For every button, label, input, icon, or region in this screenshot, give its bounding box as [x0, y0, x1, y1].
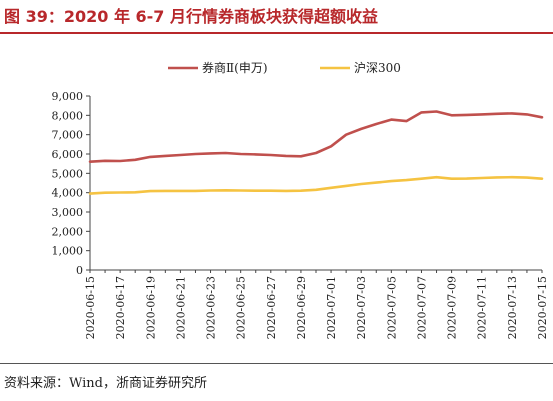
- x-tick-label: 2020-07-05: [385, 276, 398, 339]
- x-tick-label: 2020-07-03: [355, 276, 368, 339]
- y-tick-label: 4,000: [52, 187, 84, 200]
- x-tick-label: 2020-06-17: [114, 276, 127, 339]
- x-tick-label: 2020-07-15: [536, 276, 549, 339]
- y-tick-label: 8,000: [52, 109, 84, 122]
- x-tick-label: 2020-07-11: [476, 276, 489, 339]
- x-tick-label: 2020-06-23: [205, 276, 218, 339]
- x-tick-label: 2020-06-19: [144, 276, 157, 339]
- title-rule: [0, 32, 553, 34]
- y-tick-label: 2,000: [52, 225, 84, 238]
- x-tick-label: 2020-06-27: [265, 276, 278, 339]
- legend-label-2: 沪深300: [354, 61, 401, 75]
- y-tick-label: 9,000: [52, 90, 84, 103]
- x-tick-label: 2020-06-15: [84, 276, 97, 339]
- chart-legend: 券商Ⅱ(申万) 沪深300: [168, 60, 401, 75]
- y-tick-label: 7,000: [52, 129, 84, 142]
- x-tick-label: 2020-06-21: [174, 276, 187, 339]
- series-line-1: [88, 110, 544, 163]
- x-tick-label: 2020-07-07: [415, 276, 428, 339]
- y-tick-label: 0: [76, 264, 83, 277]
- x-tick-label: 2020-07-09: [446, 276, 459, 339]
- x-axis: 2020-06-15 2020-06-17 2020-06-19 2020-06-21…: [84, 269, 549, 339]
- x-tick-label: 2020-06-29: [295, 276, 308, 339]
- y-tick-label: 3,000: [52, 206, 84, 219]
- source-note: 资料来源：Wind，浙商证券研究所: [4, 376, 207, 391]
- y-axis: 0 1,000 2,000 3,000 4,000 5,000 6,000 7,000 8,00…: [52, 90, 91, 277]
- figure-title: 图 39：2020 年 6-7 月行情券商板块获得超额收益: [4, 7, 378, 26]
- legend-label-1: 券商Ⅱ(申万): [202, 60, 268, 75]
- series-group: [88, 110, 544, 195]
- x-tick-label: 2020-07-01: [325, 276, 338, 339]
- series-line-2: [88, 175, 544, 195]
- line-chart: 券商Ⅱ(申万) 沪深300 0 1,000 2,000 3,000 4,000 5,000 6…: [52, 60, 550, 339]
- x-tick-label: 2020-06-25: [235, 276, 248, 339]
- x-tick-label: 2020-07-13: [506, 276, 519, 339]
- y-tick-label: 6,000: [52, 148, 84, 161]
- y-tick-label: 5,000: [52, 167, 84, 180]
- source-rule: [0, 363, 553, 364]
- y-tick-label: 1,000: [52, 245, 84, 258]
